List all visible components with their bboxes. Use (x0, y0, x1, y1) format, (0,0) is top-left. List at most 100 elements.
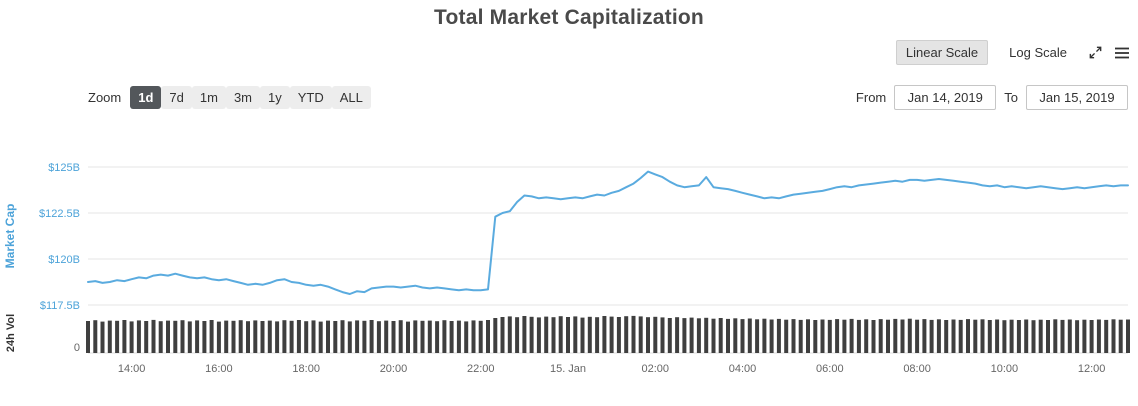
volume-bar (209, 320, 214, 353)
y-axis-tick-label: $117.5B (40, 300, 80, 312)
x-axis-tick-label: 02:00 (642, 363, 670, 375)
volume-bar (944, 320, 949, 353)
volume-bar (609, 316, 614, 353)
volume-bar (587, 316, 592, 353)
volume-bar (1111, 319, 1116, 353)
volume-bar (726, 318, 730, 353)
volume-bar (318, 321, 323, 353)
volume-bar (813, 320, 818, 353)
volume-bar (936, 319, 941, 353)
fullscreen-icon[interactable] (1088, 45, 1103, 60)
volume-bar (326, 320, 330, 353)
chart-menu-icon[interactable] (1114, 46, 1130, 60)
volume-bar (580, 317, 585, 353)
volume-bar (224, 320, 229, 353)
linear-scale-button[interactable]: Linear Scale (895, 40, 989, 65)
volume-bar (966, 319, 970, 353)
x-axis-tick-label: 20:00 (380, 363, 408, 375)
volume-bar (558, 316, 563, 353)
volume-bar (376, 321, 381, 353)
volume-zero-label: 0 (74, 342, 80, 354)
volume-bar (144, 321, 149, 353)
volume-bar (878, 319, 883, 353)
volume-bar (646, 317, 650, 353)
volume-bar (842, 319, 847, 353)
volume-bar (1089, 320, 1094, 353)
volume-bar (544, 316, 549, 353)
volume-bar (653, 316, 658, 353)
zoom-button-3m[interactable]: 3m (225, 86, 260, 109)
volume-bar (675, 317, 680, 353)
volume-bar (573, 316, 578, 353)
zoom-button-1y[interactable]: 1y (260, 86, 290, 109)
volume-bar (522, 316, 527, 353)
volume-bar (406, 321, 410, 353)
y-axis-tick-label: $120B (48, 254, 80, 266)
market-cap-axis-title: Market Cap (3, 204, 17, 269)
volume-bar (195, 320, 200, 353)
range-selector: From To (856, 85, 1128, 110)
volume-bar (442, 320, 447, 353)
volume-bar (1016, 320, 1021, 353)
x-axis-tick-label: 10:00 (991, 363, 1019, 375)
volume-bar (1024, 319, 1029, 353)
volume-bar (973, 319, 978, 353)
volume-bar (958, 319, 963, 353)
volume-bar (711, 318, 716, 353)
x-axis-tick-label: 14:00 (118, 363, 146, 375)
volume-bar (1060, 319, 1065, 353)
range-from-label: From (855, 90, 887, 105)
volume-bar (1082, 319, 1087, 353)
volume-bar (1046, 320, 1050, 353)
volume-bar (733, 318, 738, 353)
volume-bar (1075, 320, 1080, 353)
x-axis-tick-label: 22:00 (467, 363, 495, 375)
volume-bar (187, 321, 192, 353)
volume-bar (798, 319, 803, 353)
zoom-button-1d[interactable]: 1d (130, 86, 162, 109)
volume-bar (420, 320, 425, 353)
volume-bar (216, 321, 221, 353)
volume-bar (856, 319, 861, 353)
zoom-button-7d[interactable]: 7d (161, 86, 192, 109)
volume-bar (347, 321, 352, 353)
volume-bar (755, 319, 760, 353)
y-axis-tick-label: $122.5B (39, 208, 80, 220)
volume-bar (304, 321, 309, 353)
volume-bar (340, 320, 345, 353)
volume-bar (398, 320, 403, 353)
volume-bar (231, 320, 236, 353)
zoom-button-all[interactable]: ALL (331, 86, 371, 109)
volume-bar (369, 320, 374, 353)
market-cap-line (87, 170, 1129, 295)
volume-bar (595, 317, 600, 353)
volume-bar (704, 317, 709, 353)
zoom-button-ytd[interactable]: YTD (289, 86, 332, 109)
volume-bar (136, 320, 141, 353)
volume-bar (886, 319, 890, 353)
volume-bar (471, 320, 476, 353)
volume-bar (638, 316, 643, 353)
log-scale-button[interactable]: Log Scale (999, 40, 1077, 65)
volume-bar (631, 315, 636, 353)
volume-bar (696, 318, 701, 353)
volume-bar (456, 320, 461, 353)
volume-bar (616, 317, 621, 353)
volume-bar (1038, 319, 1043, 353)
range-from-input[interactable] (894, 85, 997, 110)
volume-bar (769, 319, 774, 353)
zoom-buttons: 1d 7d 1m 3m 1y YTD ALL (130, 86, 371, 109)
volume-bar (536, 317, 541, 353)
range-to-input[interactable] (1026, 85, 1128, 110)
volume-bar (893, 318, 898, 353)
range-to-label: To (1004, 90, 1018, 105)
volume-bar (158, 321, 163, 353)
volume-axis-title: 24h Vol (5, 314, 17, 352)
volume-bar (129, 321, 134, 353)
volume-bar (296, 320, 301, 353)
zoom-button-1m[interactable]: 1m (191, 86, 226, 109)
volume-bar (871, 320, 876, 353)
volume-bar (1067, 319, 1072, 353)
volume-bar (311, 320, 316, 353)
